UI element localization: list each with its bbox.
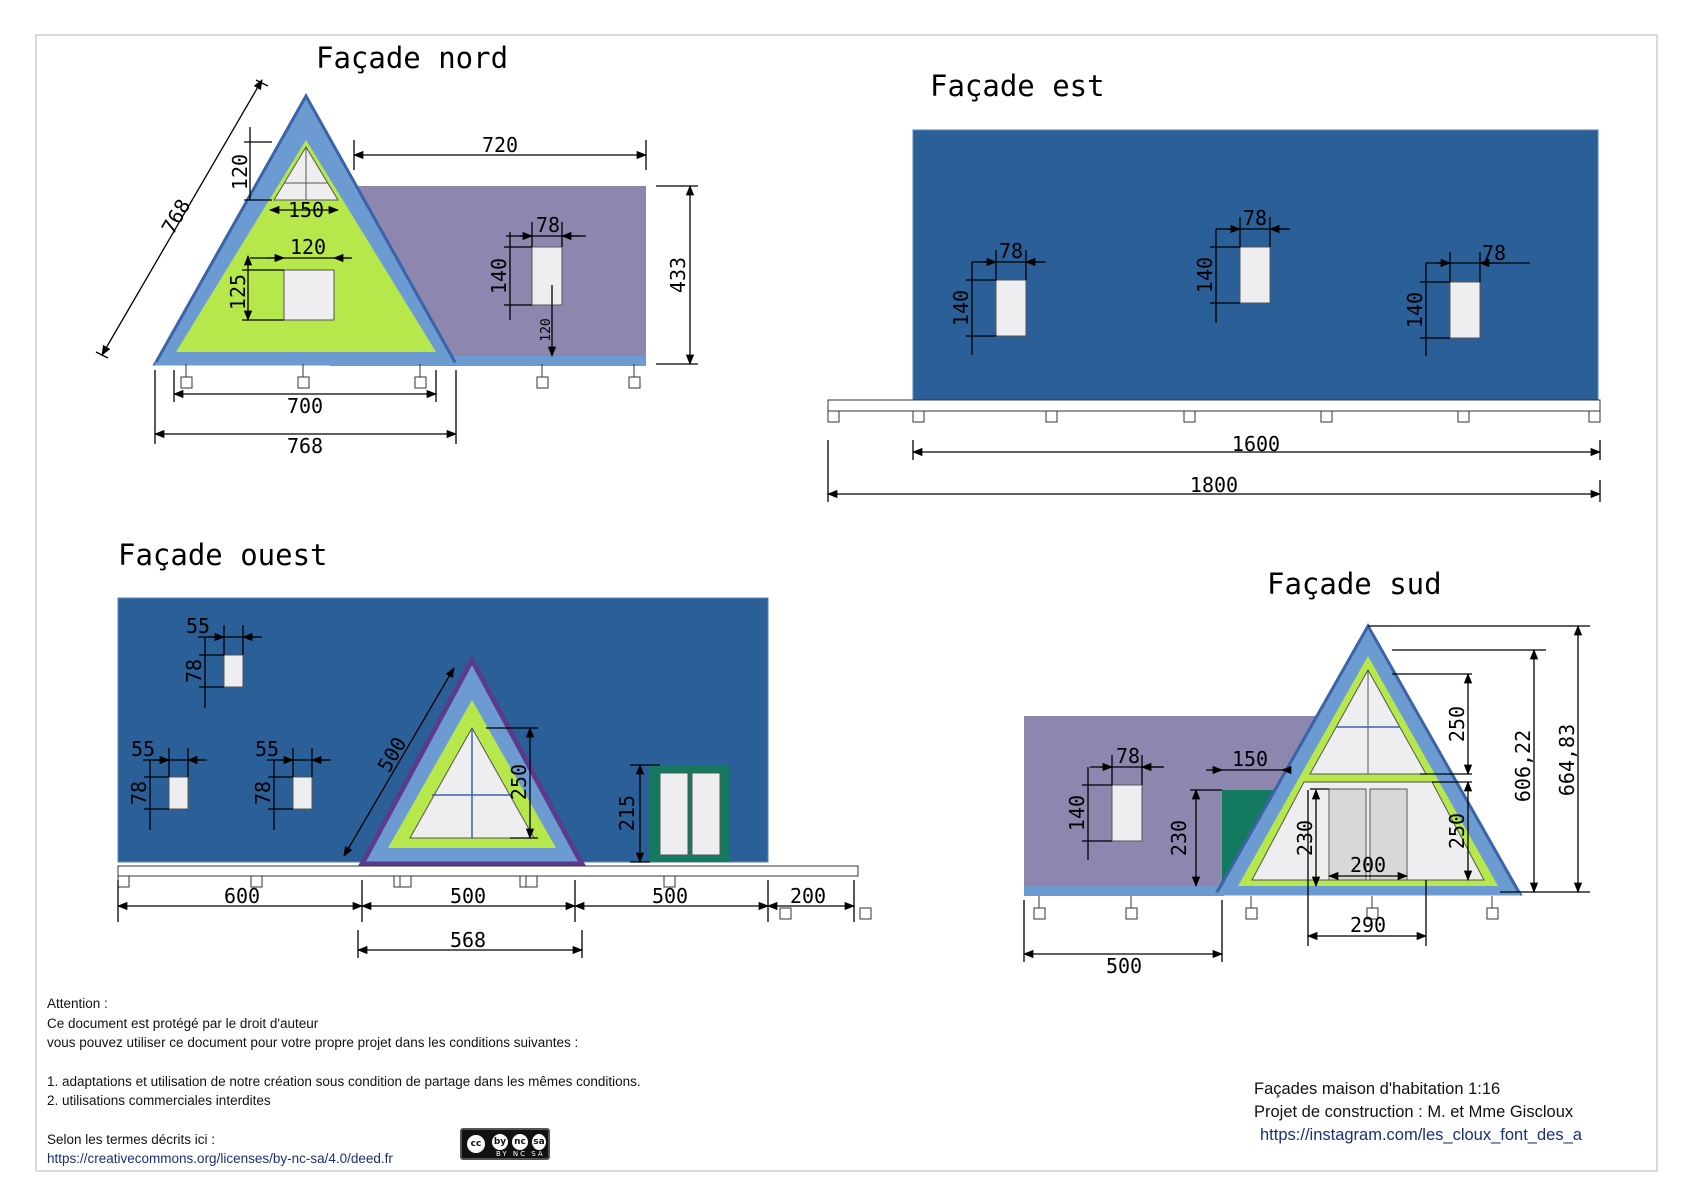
nord-dim-wall-height: 433 [666,257,690,293]
ouest-dim-seg4: 200 [790,884,826,908]
notice-line-6: Selon les termes décrits ici : [47,1131,216,1147]
cc-license-badge[interactable]: cc by nc sa BY NC SA [460,1128,550,1160]
sud-dim-green-door-width: 150 [1232,747,1268,771]
notice-line-3: vous pouvez utiliser ce document pour vo… [47,1035,579,1050]
est-window-2 [1239,246,1271,304]
est-dim-outer-length: 1800 [1190,473,1238,497]
ouest-dim-seg1: 600 [224,884,260,908]
nord-dim-base-inner: 700 [287,394,323,418]
credits-instagram-link[interactable]: https://instagram.com/les_cloux_font_des… [1260,1126,1582,1144]
ouest-footings [117,875,872,920]
ouest-window-1 [223,654,244,688]
ouest-dim-w3-height: 78 [251,781,275,805]
sud-dim-outer-height: 664,83 [1555,724,1579,796]
nord-dim-wing-window-height: 140 [487,258,511,294]
ouest-window-3 [292,776,313,810]
ouest-dim-w3-width: 55 [255,737,279,761]
sud-dim-green-door-height: 230 [1167,820,1191,856]
credits-project: Projet de construction : M. et Mme Giscl… [1254,1103,1574,1121]
nord-dim-roof-slope: 768 [157,195,196,238]
ouest-dim-door-height: 215 [615,795,639,831]
sud-door-right [1369,788,1408,881]
nord-dim-base-outer: 768 [287,434,323,458]
credits-block: Façades maison d'habitation 1:16 Projet … [1254,1078,1582,1147]
nord-wing-window [531,246,563,306]
est-dim-inner-length: 1600 [1232,432,1280,456]
sud-wing-window [1111,784,1143,842]
ouest-dim-gable-base: 568 [450,928,486,952]
ouest-dim-w2-height: 78 [127,781,151,805]
notice-line-4: 1. adaptations et utilisation de notre c… [47,1073,641,1089]
est-dim-win1-width: 78 [999,239,1023,263]
sud-dim-upper-glass-height: 250 [1445,706,1469,742]
est-base-plinth [827,399,1601,412]
nord-dim-mid-window-height: 125 [226,274,250,310]
license-link[interactable]: https://creativecommons.org/licenses/by-… [47,1151,393,1166]
sud-dim-door-height: 230 [1293,820,1317,856]
sud-dim-door-width: 200 [1350,853,1386,877]
nord-wing-base [330,356,646,366]
est-footings [827,410,1601,423]
nord-square-window [283,269,335,321]
sud-door-left [1328,788,1367,881]
sud-dim-wing-window-width: 78 [1116,744,1140,768]
est-dim-win2-height: 140 [1193,257,1217,293]
facade-nord-title: Façade nord [316,41,508,75]
facade-sud-title: Façade sud [1267,567,1442,601]
notice-line-2: Ce document est protégé par le droit d'a… [47,1015,319,1031]
cc-icon: cc [465,1133,487,1155]
facade-sud: Façade sud [1022,567,1590,978]
est-dim-win1-height: 140 [949,290,973,326]
sheet-border [35,34,1658,1172]
est-dim-win3-width: 78 [1482,241,1506,265]
facade-ouest-title: Façade ouest [118,538,328,572]
nord-dim-wing-window-width: 78 [536,213,560,237]
sud-wing-base [1024,886,1224,896]
sud-dim-lower-glass-height: 250 [1445,813,1469,849]
sud-dim-door-opening: 290 [1350,913,1386,937]
est-window-3 [1449,281,1481,339]
sud-aframe-lower-glass [1251,781,1485,881]
ouest-dim-seg3: 500 [652,884,688,908]
est-window-1 [995,279,1027,337]
sud-dim-inner-height: 606,22 [1511,730,1535,802]
facade-est-title: Façade est [930,69,1105,103]
cc-tags: BY NC SA [496,1150,545,1158]
sud-footings [1033,896,1499,920]
notice-line-5: 2. utilisations commerciales interdites [47,1093,271,1108]
nord-dim-wing-window-sill: 120 [539,318,554,341]
copyright-notice: Attention : Ce document est protégé par … [47,994,767,1169]
nord-footings [180,364,641,389]
ouest-dim-w2-width: 55 [131,737,155,761]
ouest-dim-w1-height: 78 [182,659,206,683]
credits-scale: Façades maison d'habitation 1:16 [1254,1080,1501,1098]
ouest-door-right [691,772,721,856]
facade-est: Façade est 78 [826,69,1602,502]
sa-icon: sa [530,1132,548,1152]
ouest-dim-gable-window-height: 250 [507,764,531,800]
ouest-dim-seg2: 500 [450,884,486,908]
ouest-base-plinth [117,865,859,877]
nord-dim-wing-width: 720 [482,133,518,157]
ouest-window-2 [168,776,189,810]
est-dim-win3-height: 140 [1403,292,1427,328]
nord-dim-mid-window-width: 120 [290,235,326,259]
est-dim-win2-width: 78 [1243,206,1267,230]
notice-line-1: Attention : [47,996,108,1011]
nord-dim-top-window-width: 150 [288,198,324,222]
facade-nord: Façade nord [95,41,698,458]
facade-ouest: Façade ouest [116,538,872,958]
by-icon: by [490,1132,510,1152]
sud-dim-wing-length: 500 [1106,954,1142,978]
ouest-door-left [659,772,689,856]
sud-dim-wing-window-height: 140 [1065,795,1089,831]
ouest-dim-w1-width: 55 [186,614,210,638]
nord-dim-top-window-height: 120 [228,154,252,190]
nc-icon: nc [510,1132,530,1152]
